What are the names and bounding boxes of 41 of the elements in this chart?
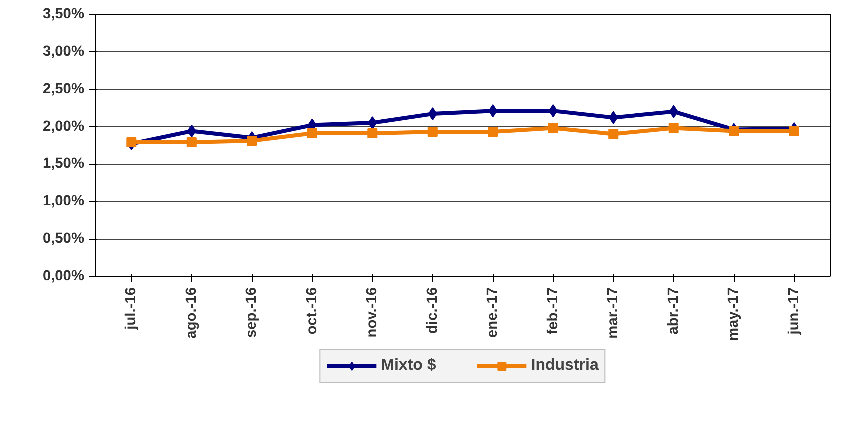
legend-label: Mixto $: [381, 357, 436, 375]
point: [609, 111, 618, 124]
x-tick-label: nov.-16: [364, 287, 381, 338]
point: [126, 138, 137, 148]
x-tick-label: feb.-17: [545, 287, 562, 335]
x-tick-label: sep.-16: [244, 287, 260, 338]
y-tick-label: 3,50%: [42, 6, 85, 22]
y-tick-label: 0,00%: [42, 268, 85, 284]
point: [668, 123, 679, 134]
x-tick-label: jul.-16: [124, 287, 140, 331]
point: [428, 127, 438, 138]
point: [428, 108, 438, 121]
point: [247, 136, 258, 146]
point: [789, 126, 800, 136]
point: [187, 124, 196, 138]
y-tick-label: 1,50%: [42, 156, 85, 172]
y-tick-label: 2,50%: [42, 81, 85, 98]
x-tick-label: jun.-17: [786, 288, 802, 336]
point: [729, 126, 740, 136]
x-tick-label: ago.-16: [184, 288, 200, 339]
y-tick-label: 1,00%: [42, 194, 85, 210]
point: [368, 128, 378, 139]
point: [548, 104, 558, 118]
point: [307, 128, 318, 139]
point: [368, 116, 378, 130]
x-tick-label: oct.-16: [304, 287, 320, 335]
point: [186, 138, 197, 148]
y-tick-label: 3,00%: [42, 44, 85, 60]
point: [669, 105, 678, 118]
point: [488, 127, 498, 138]
point: [488, 104, 498, 118]
legend-label: Industria: [531, 357, 599, 375]
x-tick-label: mar.-17: [606, 287, 622, 339]
y-tick-label: 0,50%: [42, 231, 85, 248]
x-tick-label: may.-17: [726, 287, 742, 341]
point: [548, 123, 558, 134]
point: [608, 129, 619, 140]
x-tick-label: abr.-17: [666, 287, 682, 335]
x-tick-label: ene.-17: [485, 287, 502, 338]
x-tick-label: dic.-16: [424, 287, 441, 334]
y-tick-label: 2,00%: [42, 118, 85, 135]
